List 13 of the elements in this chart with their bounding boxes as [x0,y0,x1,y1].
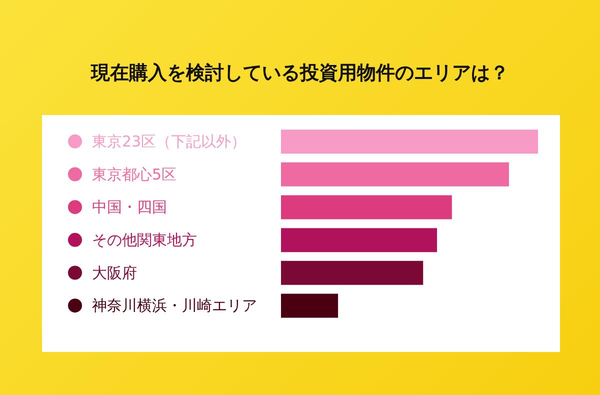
y-tick-label: その他関東地方 [92,230,197,249]
bar [281,130,538,154]
bar [281,294,338,318]
bar [281,162,509,186]
y-tick-label: 大阪府 [92,264,137,282]
y-tick-label: 中国・四国 [92,198,167,216]
bar [281,195,452,220]
y-tick-label: 神奈川横浜・川崎エリア [92,296,257,315]
bar [281,260,424,285]
bar [281,228,437,252]
y-tick-label: 東京都心5区 [92,165,177,184]
y-tick-label: 東京23区（下記以外） [92,132,246,150]
chart-title: 現在購入を検討している投資用物件のエリアは？ [90,61,510,86]
